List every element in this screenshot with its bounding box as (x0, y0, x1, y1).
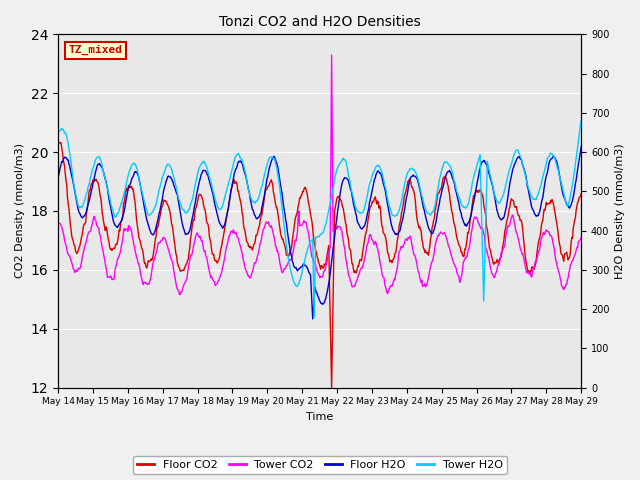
Legend: Floor CO2, Tower CO2, Floor H2O, Tower H2O: Floor CO2, Tower CO2, Floor H2O, Tower H… (133, 456, 507, 474)
X-axis label: Time: Time (306, 412, 333, 422)
Y-axis label: CO2 Density (mmol/m3): CO2 Density (mmol/m3) (15, 144, 25, 278)
Text: TZ_mixed: TZ_mixed (68, 45, 122, 55)
Title: Tonzi CO2 and H2O Densities: Tonzi CO2 and H2O Densities (219, 15, 420, 29)
Y-axis label: H2O Density (mmol/m3): H2O Density (mmol/m3) (615, 143, 625, 279)
